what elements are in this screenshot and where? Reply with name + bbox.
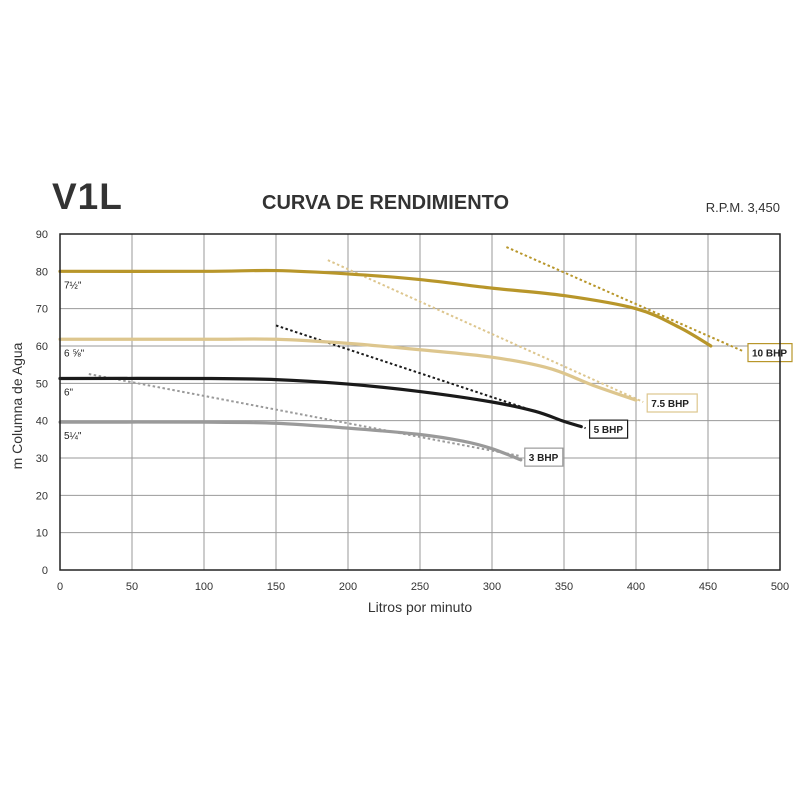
y-tick-label: 80 bbox=[36, 266, 48, 278]
x-tick-label: 350 bbox=[555, 581, 573, 593]
impeller-diameter-label: 7½" bbox=[64, 280, 82, 291]
x-tick-label: 400 bbox=[627, 581, 645, 593]
chart-title: CURVA DE RENDIMIENTO bbox=[262, 192, 510, 214]
pump-curve bbox=[58, 420, 523, 462]
pump-curve bbox=[58, 268, 713, 348]
power-label-text: 7.5 BHP bbox=[651, 399, 689, 410]
power-label-box bbox=[747, 343, 793, 363]
y-tick-label: 50 bbox=[36, 378, 48, 390]
x-tick-label: 150 bbox=[267, 581, 285, 593]
x-tick-label: 500 bbox=[771, 581, 789, 593]
y-tick-label: 60 bbox=[36, 341, 48, 353]
power-label-text: 5 BHP bbox=[594, 425, 624, 436]
x-tick-label: 0 bbox=[57, 581, 63, 593]
power-label: 3 BHP bbox=[524, 447, 564, 467]
pump-curves bbox=[58, 268, 713, 462]
power-label: 5 BHP bbox=[588, 419, 629, 439]
power-label-text: 10 BHP bbox=[752, 349, 787, 360]
power-line bbox=[88, 373, 521, 458]
impeller-diameter-label: 6 ⅝" bbox=[64, 348, 85, 359]
y-tick-labels: 0 10 20 30 40 50 60 70 80 90 bbox=[36, 229, 48, 577]
power-line bbox=[327, 259, 644, 403]
y-tick-label: 20 bbox=[36, 490, 48, 502]
pump-curve bbox=[58, 376, 583, 429]
x-tick-label: 100 bbox=[195, 581, 213, 593]
x-tick-label: 50 bbox=[126, 581, 138, 593]
x-tick-label: 450 bbox=[699, 581, 717, 593]
y-tick-label: 40 bbox=[36, 416, 48, 428]
y-axis-title: m Columna de Agua bbox=[9, 342, 25, 469]
x-tick-label: 300 bbox=[483, 581, 501, 593]
y-tick-label: 10 bbox=[36, 528, 48, 540]
power-line bbox=[505, 246, 745, 353]
pump-curve bbox=[58, 337, 638, 402]
power-label-box bbox=[646, 393, 698, 413]
x-tick-label: 200 bbox=[339, 581, 357, 593]
impeller-diameter-label: 6" bbox=[64, 387, 74, 398]
rpm-label: R.P.M. 3,450 bbox=[705, 200, 780, 215]
power-label: 10 BHP bbox=[747, 343, 793, 363]
power-lines: 10 BHP 7.5 BHP 5 BHP 3 BHP bbox=[88, 246, 793, 467]
x-axis-title: Litros por minuto bbox=[368, 599, 472, 615]
power-label-box bbox=[588, 419, 629, 439]
x-tick-label: 250 bbox=[411, 581, 429, 593]
y-tick-label: 30 bbox=[36, 453, 48, 465]
y-tick-label: 0 bbox=[42, 565, 48, 577]
plot-frame bbox=[59, 233, 781, 571]
power-label: 7.5 BHP bbox=[646, 393, 698, 413]
curve-labels: 7½" 6 ⅝" 6" 5¼" bbox=[64, 280, 85, 442]
impeller-diameter-label: 5¼" bbox=[64, 430, 82, 442]
x-tick-labels: 0 50 100 150 200 250 300 350 400 450 500 bbox=[57, 581, 789, 593]
y-tick-label: 70 bbox=[36, 304, 48, 316]
model-name: V1L bbox=[52, 176, 123, 217]
y-tick-label: 90 bbox=[36, 229, 48, 241]
power-label-box bbox=[524, 447, 564, 467]
power-label-text: 3 BHP bbox=[529, 453, 559, 464]
